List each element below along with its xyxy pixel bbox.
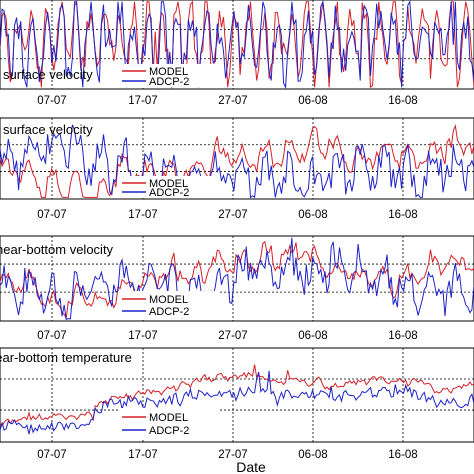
panel-3-tick-label: 16-08 bbox=[388, 330, 417, 342]
panel-4: near-bottom temperature MODEL ADCP-2 07-… bbox=[0, 347, 474, 461]
panel-3-title: near-bottom velocity bbox=[0, 242, 114, 257]
panel-1-frame bbox=[0, 0, 474, 90]
panel-3-series-adcp2-line bbox=[0, 237, 474, 320]
panel-3-tick-label: 06-08 bbox=[298, 330, 327, 342]
panel-2-series-adcp2-line bbox=[0, 124, 474, 199]
panel-2-title: surface velocity bbox=[3, 122, 93, 137]
x-axis-label: Date bbox=[236, 459, 266, 474]
panel-1-series-adcp2-line bbox=[0, 0, 474, 90]
panel-2-legend-adcp-label: ADCP-2 bbox=[149, 187, 189, 199]
panel-1-tick-label: 07-07 bbox=[37, 95, 66, 107]
panel-1-tick-label: 06-08 bbox=[298, 95, 327, 107]
panel-2-tick-label: 17-07 bbox=[128, 209, 157, 221]
panel-3-legend-model-label: MODEL bbox=[149, 294, 188, 306]
panel-2-tick-label: 07-07 bbox=[37, 209, 66, 221]
panel-4-series-model-line bbox=[0, 364, 474, 427]
panel-3-xticks: 07-07 17-07 27-07 06-08 16-08 bbox=[37, 330, 417, 342]
panel-3-tick-label: 07-07 bbox=[37, 330, 66, 342]
panel-4-legend: MODEL ADCP-2 bbox=[118, 408, 218, 438]
panel-3-legend-box bbox=[118, 291, 218, 318]
panel-4-legend-model-label: MODEL bbox=[149, 412, 188, 424]
panel-2-legend: MODEL ADCP-2 bbox=[118, 176, 218, 199]
panel-1-legend-model-label: MODEL bbox=[149, 66, 188, 78]
panel-3-frame bbox=[0, 235, 474, 322]
panel-4-series-adcp2-line bbox=[0, 370, 474, 435]
panel-3-tick-label: 17-07 bbox=[128, 330, 157, 342]
panel-2: surface velocity MODEL ADCP-2 07-07 17-0… bbox=[0, 117, 474, 221]
panel-2-tick-label: 27-07 bbox=[218, 209, 247, 221]
panel-4-tick-label: 06-08 bbox=[298, 449, 327, 461]
panel-2-xticks: 07-07 17-07 27-07 06-08 16-08 bbox=[37, 209, 417, 221]
panel-3: near-bottom velocity MODEL ADCP-2 07-07 … bbox=[0, 235, 474, 342]
panel-3-legend-adcp-label: ADCP-2 bbox=[149, 306, 189, 318]
panel-1-title: surface velocity bbox=[3, 67, 93, 82]
panel-1-tick-label: 16-08 bbox=[388, 95, 417, 107]
panel-1-tick-label: 27-07 bbox=[218, 95, 247, 107]
panel-4-title: near-bottom temperature bbox=[0, 350, 132, 365]
panel-3-legend: MODEL ADCP-2 bbox=[118, 291, 218, 318]
panel-3-tick-label: 27-07 bbox=[218, 330, 247, 342]
panel-2-series-model-line bbox=[0, 124, 474, 198]
panel-1-xticks: 07-07 17-07 27-07 06-08 16-08 bbox=[37, 95, 417, 107]
panel-1-series bbox=[0, 0, 474, 90]
panel-4-legend-adcp-label: ADCP-2 bbox=[149, 425, 189, 437]
panel-4-legend-box bbox=[118, 408, 218, 438]
panel-2-legend-model-label: MODEL bbox=[149, 178, 188, 190]
panel-4-tick-label: 16-08 bbox=[388, 449, 417, 461]
panel-2-tick-label: 06-08 bbox=[298, 209, 327, 221]
panel-3-series bbox=[0, 237, 474, 321]
panel-4-tick-label: 17-07 bbox=[128, 449, 157, 461]
panel-4-xticks: 07-07 17-07 27-07 06-08 16-08 bbox=[37, 449, 417, 461]
panel-1-legend: MODEL ADCP-2 bbox=[118, 64, 218, 88]
panel-2-frame bbox=[0, 117, 474, 200]
panel-2-series bbox=[0, 124, 474, 199]
panel-4-tick-label: 27-07 bbox=[218, 449, 247, 461]
panel-4-series bbox=[0, 364, 474, 435]
panel-1: surface velocity MODEL ADCP-2 07-07 17-0… bbox=[0, 0, 474, 107]
panel-1-tick-label: 17-07 bbox=[128, 95, 157, 107]
panel-2-tick-label: 16-08 bbox=[388, 209, 417, 221]
panel-4-tick-label: 07-07 bbox=[37, 449, 66, 461]
panel-4-frame bbox=[0, 347, 474, 443]
panel-4-grid bbox=[0, 348, 474, 442]
panel-1-legend-adcp-label: ADCP-2 bbox=[149, 76, 189, 88]
